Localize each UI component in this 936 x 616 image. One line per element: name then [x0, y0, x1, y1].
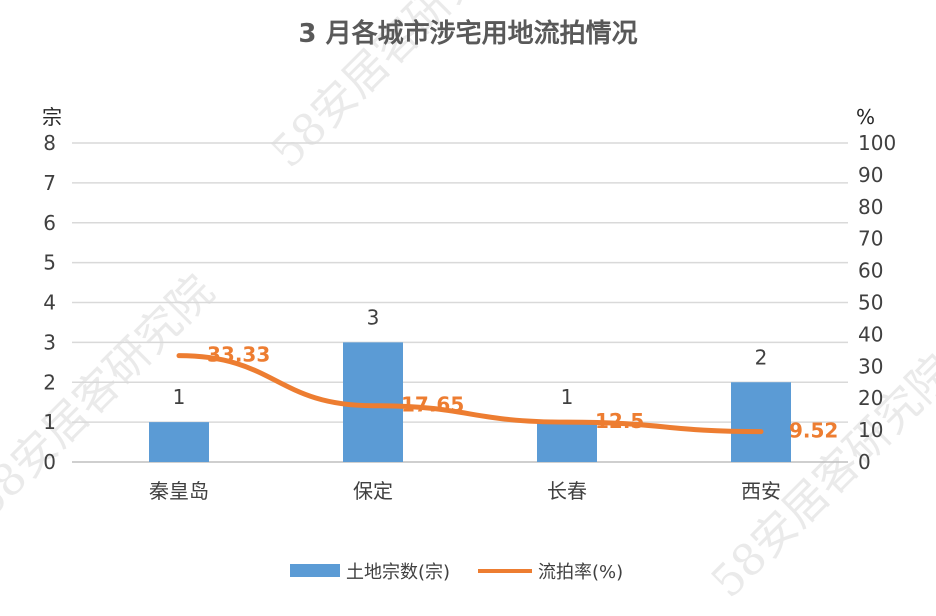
left-tick-label: 8 — [43, 131, 56, 155]
left-axis-ticks: 0 1 2 3 4 5 6 7 8 — [43, 131, 56, 474]
right-tick-label: 60 — [858, 259, 883, 283]
line-path — [176, 353, 764, 435]
left-tick-label: 4 — [43, 291, 56, 315]
bar — [149, 422, 209, 462]
left-tick-label: 2 — [43, 370, 56, 394]
line-series — [176, 353, 764, 435]
right-tick-label: 0 — [858, 450, 871, 474]
legend-bar-label: 土地宗数(宗) — [346, 562, 450, 583]
bar-data-label: 1 — [561, 385, 574, 409]
legend-line-label: 流拍率(%) — [538, 562, 623, 583]
category-label: 西安 — [741, 479, 781, 503]
right-tick-label: 80 — [858, 195, 883, 219]
bar-data-label: 1 — [173, 385, 186, 409]
line-data-label: 12.5 — [595, 409, 644, 433]
left-tick-label: 7 — [43, 171, 56, 195]
bar-series — [149, 342, 791, 462]
legend: 土地宗数(宗) 流拍率(%) — [290, 562, 623, 583]
bar — [731, 382, 791, 462]
bar-data-labels: 1 3 1 2 — [173, 305, 768, 409]
right-tick-label: 70 — [858, 227, 883, 251]
right-tick-label: 20 — [858, 386, 883, 410]
line-data-labels: 33.33 17.65 12.5 9.52 — [207, 343, 838, 443]
left-tick-label: 3 — [43, 330, 56, 354]
line-data-label: 33.33 — [207, 343, 270, 367]
bar — [537, 422, 597, 462]
right-tick-label: 90 — [858, 163, 883, 187]
right-tick-label: 100 — [858, 131, 896, 155]
chart-title: 3 月各城市涉宅用地流拍情况 — [298, 18, 637, 49]
right-tick-label: 50 — [858, 291, 883, 315]
left-axis-unit: 宗 — [42, 105, 62, 129]
left-tick-label: 5 — [43, 251, 56, 275]
bar — [343, 342, 403, 462]
bar-data-label: 2 — [755, 345, 768, 369]
left-tick-label: 6 — [43, 211, 56, 235]
legend-bar-swatch — [290, 564, 340, 577]
category-label: 秦皇岛 — [149, 479, 209, 503]
line-data-label: 17.65 — [401, 393, 464, 417]
line-data-label: 9.52 — [789, 419, 838, 443]
right-axis-ticks: 0 10 20 30 40 50 60 70 80 90 100 — [858, 131, 896, 474]
right-tick-label: 10 — [858, 418, 883, 442]
left-tick-label: 0 — [43, 450, 56, 474]
right-tick-label: 40 — [858, 322, 883, 346]
right-tick-label: 30 — [858, 354, 883, 378]
category-label: 保定 — [353, 479, 393, 503]
left-tick-label: 1 — [43, 410, 56, 434]
right-axis-unit: % — [856, 105, 875, 129]
category-label: 长春 — [547, 479, 587, 503]
category-labels: 秦皇岛 保定 长春 西安 — [149, 479, 781, 503]
bar-data-label: 3 — [367, 305, 380, 329]
